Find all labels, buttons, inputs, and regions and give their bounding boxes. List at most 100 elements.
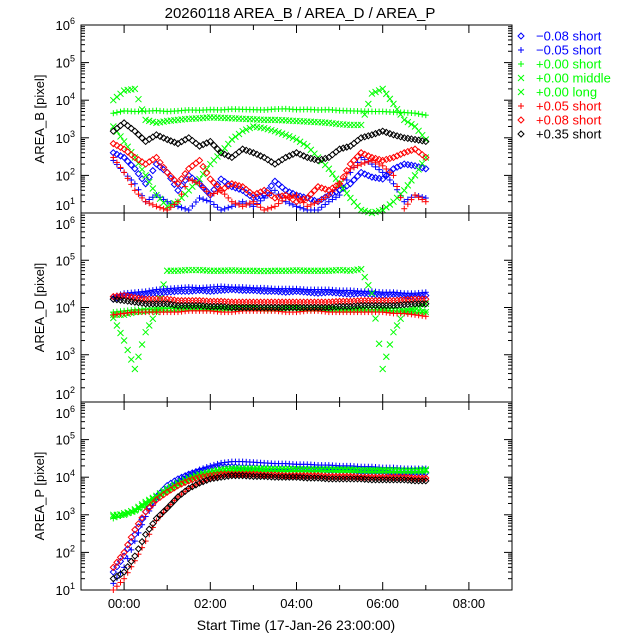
cross-marker bbox=[235, 130, 243, 138]
diamond-marker bbox=[145, 525, 153, 533]
cross-marker bbox=[145, 322, 153, 329]
diamond-marker bbox=[116, 292, 125, 300]
diamond-marker bbox=[220, 472, 229, 481]
cross-marker bbox=[239, 127, 246, 135]
cross-marker bbox=[124, 346, 132, 354]
diamond-marker bbox=[224, 472, 232, 480]
diamond-marker bbox=[357, 134, 365, 142]
cross-marker bbox=[368, 289, 376, 297]
diamond-marker bbox=[156, 158, 164, 167]
cross-marker bbox=[408, 120, 415, 128]
diamond-marker bbox=[353, 172, 362, 180]
legend-item: +0.00 long bbox=[517, 85, 597, 100]
diamond-marker bbox=[159, 507, 168, 516]
diamond-marker bbox=[396, 301, 405, 309]
diamond-marker bbox=[289, 150, 297, 159]
diamond-marker bbox=[170, 138, 179, 146]
diamond-marker bbox=[170, 287, 179, 296]
diamond-marker bbox=[210, 179, 218, 187]
diamond-marker bbox=[199, 472, 207, 481]
diamond-marker bbox=[361, 170, 369, 178]
plus-marker bbox=[210, 201, 217, 208]
plus-marker bbox=[171, 201, 178, 208]
diamond-marker bbox=[131, 526, 139, 534]
diamond-marker bbox=[274, 193, 283, 201]
cross-marker bbox=[135, 95, 142, 103]
diamond-marker bbox=[314, 289, 322, 297]
cross-marker bbox=[224, 140, 232, 148]
diamond-marker bbox=[134, 155, 143, 164]
diamond-marker bbox=[185, 165, 193, 173]
cross-marker bbox=[422, 308, 430, 316]
diamond-marker bbox=[238, 183, 247, 191]
diamond-marker bbox=[120, 552, 128, 560]
plus-marker bbox=[218, 207, 225, 214]
diamond-marker bbox=[278, 192, 286, 200]
plus-marker bbox=[113, 159, 120, 166]
diamond-marker bbox=[353, 302, 362, 310]
diamond-marker bbox=[242, 146, 250, 155]
cross-marker bbox=[135, 503, 142, 511]
cross-marker bbox=[117, 329, 124, 337]
diamond-marker bbox=[289, 195, 297, 204]
diamond-marker bbox=[332, 148, 340, 156]
diamond-marker bbox=[177, 181, 186, 190]
plus-marker bbox=[275, 200, 282, 207]
plus-marker bbox=[412, 192, 419, 199]
diamond-marker bbox=[220, 177, 229, 186]
plus-marker bbox=[354, 162, 361, 169]
plus-marker bbox=[128, 181, 135, 188]
plus-marker bbox=[236, 201, 243, 208]
diamond-marker bbox=[231, 150, 240, 159]
plus-marker bbox=[164, 207, 171, 214]
cross-marker bbox=[364, 281, 372, 289]
diamond-marker bbox=[149, 500, 157, 508]
cross-marker bbox=[372, 315, 379, 322]
cross-marker bbox=[418, 131, 426, 139]
series-7 bbox=[109, 139, 430, 206]
cross-marker bbox=[149, 185, 157, 192]
plus-marker bbox=[271, 203, 278, 210]
diamond-marker bbox=[185, 287, 193, 296]
plus-marker bbox=[315, 198, 322, 205]
diamond-marker bbox=[246, 191, 254, 200]
diamond-marker bbox=[411, 145, 419, 153]
plus-marker bbox=[117, 108, 124, 115]
diamond-marker bbox=[317, 289, 326, 297]
cross-marker bbox=[117, 133, 124, 140]
diamond-marker bbox=[152, 153, 161, 162]
diamond-marker bbox=[195, 479, 204, 487]
plus-marker bbox=[200, 196, 207, 203]
plus-marker bbox=[383, 166, 390, 173]
plus-marker bbox=[192, 199, 199, 206]
diamond-marker bbox=[123, 121, 132, 130]
diamond-marker bbox=[170, 176, 179, 184]
diamond-marker bbox=[314, 156, 322, 165]
diamond-marker bbox=[149, 520, 157, 528]
plus-marker bbox=[121, 169, 128, 176]
cross-legend-icon bbox=[517, 88, 525, 96]
diamond-marker bbox=[123, 541, 132, 549]
plus-marker bbox=[153, 517, 160, 524]
diamond-marker bbox=[282, 153, 290, 162]
plus-marker bbox=[300, 205, 307, 212]
diamond-marker bbox=[260, 153, 268, 162]
cross-marker bbox=[296, 138, 304, 146]
diamond-marker bbox=[378, 291, 387, 300]
cross-marker bbox=[332, 175, 340, 183]
diamond-marker bbox=[299, 195, 308, 203]
legend-label: +0.00 short bbox=[536, 57, 602, 72]
y-tick-label: 105 bbox=[56, 54, 75, 71]
plus-marker bbox=[379, 169, 386, 176]
diamond-marker bbox=[174, 180, 182, 188]
diamond-marker bbox=[131, 127, 139, 135]
diamond-marker bbox=[213, 470, 222, 479]
cross-marker bbox=[400, 116, 408, 124]
diamond-marker bbox=[177, 175, 186, 183]
plus-marker bbox=[415, 110, 422, 117]
plus-marker bbox=[196, 466, 203, 473]
diamond-marker bbox=[203, 139, 211, 147]
cross-marker bbox=[343, 189, 351, 197]
x-tick-label: 00:00 bbox=[108, 596, 141, 611]
plus-marker bbox=[185, 176, 192, 183]
